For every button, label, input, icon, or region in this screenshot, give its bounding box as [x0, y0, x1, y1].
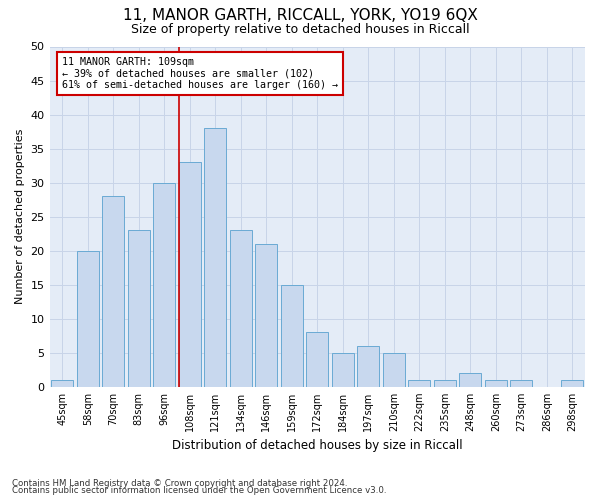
Bar — [256, 244, 277, 387]
Text: 11, MANOR GARTH, RICCALL, YORK, YO19 6QX: 11, MANOR GARTH, RICCALL, YORK, YO19 6QX — [122, 8, 478, 22]
Bar — [434, 380, 455, 387]
Bar — [409, 380, 430, 387]
Bar — [77, 250, 98, 387]
Bar — [230, 230, 251, 387]
Bar — [179, 162, 200, 387]
Bar — [485, 380, 506, 387]
Text: Size of property relative to detached houses in Riccall: Size of property relative to detached ho… — [131, 22, 469, 36]
Bar — [460, 373, 481, 387]
Bar — [281, 284, 302, 387]
Bar — [205, 128, 226, 387]
Bar — [307, 332, 328, 387]
Y-axis label: Number of detached properties: Number of detached properties — [15, 129, 25, 304]
Text: Contains HM Land Registry data © Crown copyright and database right 2024.: Contains HM Land Registry data © Crown c… — [12, 478, 347, 488]
Bar — [511, 380, 532, 387]
Bar — [52, 380, 73, 387]
Bar — [383, 353, 404, 387]
Bar — [332, 353, 353, 387]
Bar — [128, 230, 149, 387]
Bar — [562, 380, 583, 387]
Text: Contains public sector information licensed under the Open Government Licence v3: Contains public sector information licen… — [12, 486, 386, 495]
X-axis label: Distribution of detached houses by size in Riccall: Distribution of detached houses by size … — [172, 440, 463, 452]
Bar — [103, 196, 124, 387]
Bar — [358, 346, 379, 387]
Text: 11 MANOR GARTH: 109sqm
← 39% of detached houses are smaller (102)
61% of semi-de: 11 MANOR GARTH: 109sqm ← 39% of detached… — [62, 56, 338, 90]
Bar — [154, 182, 175, 387]
